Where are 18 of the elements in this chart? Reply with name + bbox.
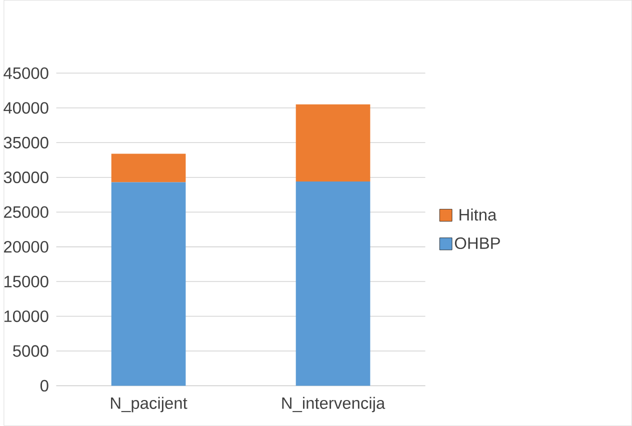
y-tick-label: 35000 (4, 136, 48, 149)
y-tick-label: 45000 (4, 67, 48, 80)
y-tick-label: 40000 (4, 102, 48, 114)
legend-label: Hitna (460, 208, 497, 221)
x-tick-label: N_intervencija (282, 396, 386, 412)
x-tick-label: N_pacijent (111, 396, 188, 412)
y-tick-label: 15000 (4, 276, 48, 288)
bar (296, 182, 370, 386)
y-tick-label: 20000 (4, 241, 48, 253)
bar (296, 104, 370, 182)
y-tick-label: 25000 (4, 206, 48, 218)
bar (111, 154, 186, 182)
y-tick-label: 30000 (4, 172, 48, 184)
y-tick-label: 0 (40, 380, 48, 392)
y-tick-label: 5000 (13, 345, 48, 357)
y-tick-label: 10000 (4, 310, 48, 322)
legend-label: OHBP (454, 237, 500, 250)
bar (111, 182, 186, 386)
